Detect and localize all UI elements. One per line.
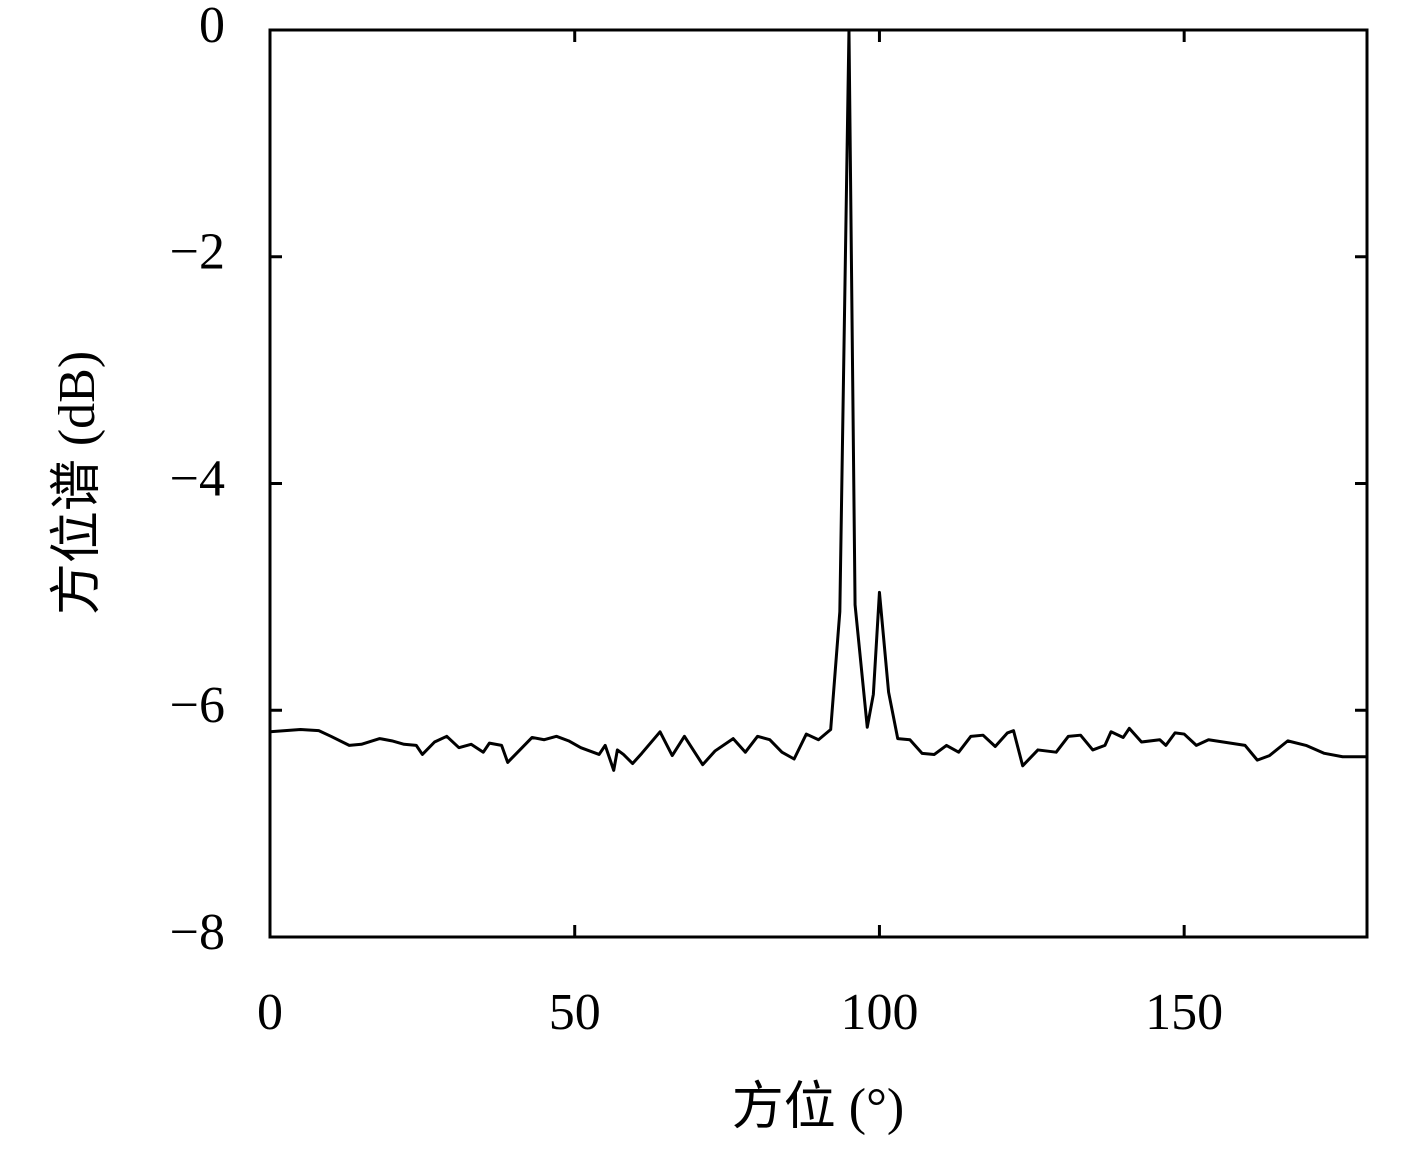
y-tick-label: −2 [170,224,225,281]
y-axis-label: 方位谱 (dB) [49,351,106,615]
plot-frame [268,28,1369,939]
y-tick-label: 0 [199,0,225,54]
line [269,28,1367,772]
x-tick-label: 150 [1145,984,1223,1041]
x-tick-label: 50 [549,984,601,1041]
y-tick-label: −6 [170,677,225,734]
x-tick-label: 100 [840,984,918,1041]
y-tick-label: −8 [170,904,225,961]
x-tick-label: 0 [257,984,283,1041]
y-tick-label: −4 [170,450,225,507]
x-axis-label: 方位 (°) [732,1079,904,1136]
